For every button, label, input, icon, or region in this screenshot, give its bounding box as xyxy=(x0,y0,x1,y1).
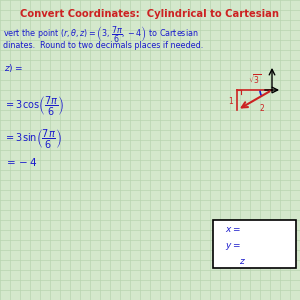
Bar xyxy=(213,220,296,268)
Text: $= -4$: $= -4$ xyxy=(4,156,38,168)
Text: $= 3\cos\!\left(\dfrac{7\pi}{6}\right)$: $= 3\cos\!\left(\dfrac{7\pi}{6}\right)$ xyxy=(4,95,64,118)
Text: $z$: $z$ xyxy=(239,257,246,266)
Text: $1$: $1$ xyxy=(228,94,234,106)
Text: $y =$: $y =$ xyxy=(225,241,241,252)
Text: $= 3\sin\!\left(\dfrac{7\pi}{6}\right)$: $= 3\sin\!\left(\dfrac{7\pi}{6}\right)$ xyxy=(4,128,62,151)
Text: dinates.  Round to two decimals places if needed.: dinates. Round to two decimals places if… xyxy=(3,41,203,50)
Text: $z) =$: $z) =$ xyxy=(4,62,22,74)
Text: Convert Coordinates:  Cylindrical to Cartesian: Convert Coordinates: Cylindrical to Cart… xyxy=(20,9,280,19)
Text: $x =$: $x =$ xyxy=(225,225,241,234)
Text: vert the point $(r, \theta, z) = \left(3, \dfrac{7\pi}{6}, -4\right)$ to Cartesi: vert the point $(r, \theta, z) = \left(3… xyxy=(3,24,199,44)
Text: $\sqrt{3}$: $\sqrt{3}$ xyxy=(248,73,261,86)
Text: $2$: $2$ xyxy=(259,102,265,113)
